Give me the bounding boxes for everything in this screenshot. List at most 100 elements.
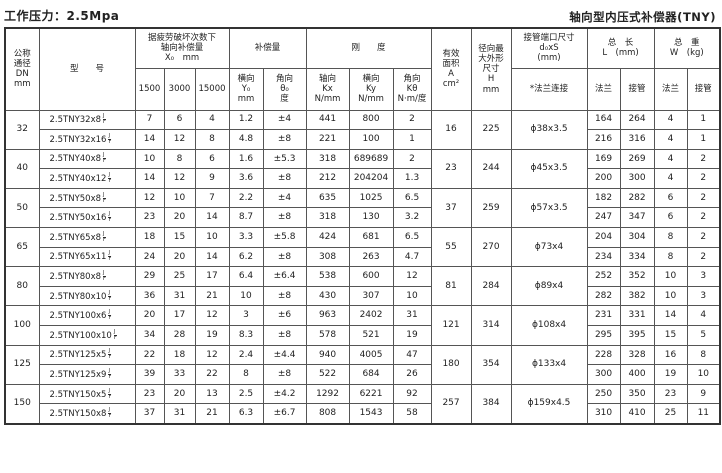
- weight-weld-cell: 2: [686, 227, 721, 248]
- header-compensation: 补偿量: [228, 27, 307, 69]
- x0-3000-cell: 28: [163, 325, 196, 346]
- header-y0: 横向 Y₀ mm: [228, 67, 264, 111]
- fraction-bottom: F: [113, 334, 117, 341]
- kx-cell: 635: [305, 187, 350, 209]
- ky-cell: 204204: [348, 168, 394, 189]
- ktheta-cell: 4.7: [392, 246, 432, 268]
- y0-cell: 3.3: [228, 227, 264, 248]
- h-cell: 225: [470, 109, 512, 150]
- weight-weld-cell: 11: [686, 403, 721, 424]
- kx-cell: 430: [305, 285, 350, 307]
- pipe-size-cell: ϕ57x3.5: [510, 187, 588, 229]
- dn-cell: 65: [4, 227, 40, 268]
- ky-cell: 1025: [348, 187, 394, 209]
- theta0-cell: ±6.4: [262, 266, 307, 287]
- kx-cell: 318: [305, 207, 350, 229]
- fraction-bottom: F: [103, 275, 106, 282]
- kx-cell: 940: [305, 344, 350, 366]
- y0-cell: 8.7: [228, 207, 264, 229]
- ktheta-cell: 10: [392, 285, 432, 307]
- fraction-top: J: [108, 132, 112, 140]
- length-flange-cell: 300: [586, 364, 621, 385]
- x0-3000-cell: 25: [163, 266, 196, 287]
- theta0-cell: ±4: [262, 109, 307, 131]
- x0-15000-cell: 14: [194, 207, 230, 229]
- weight-flange-cell: 6: [653, 207, 688, 229]
- kx-cell: 538: [305, 266, 350, 287]
- length-flange-cell: 204: [586, 227, 621, 248]
- weight-weld-cell: 2: [686, 207, 721, 229]
- model-name: 2.5TNY100x10: [49, 330, 112, 341]
- weight-flange-cell: 25: [653, 403, 688, 424]
- fraction-top: J: [103, 269, 106, 277]
- x0-3000-cell: 10: [163, 187, 196, 209]
- table-row: 125 2.5TNY125x5 J F 22 18 12 2.4 ±4.4 940 4005 47 18…: [4, 344, 721, 385]
- x0-1500-cell: 7: [134, 109, 165, 131]
- length-weld-cell: 350: [619, 383, 655, 405]
- table-row: 2.5TNY50x16 J F 23 20 14 8.7 ±8 318 130 3.2 247 347 6…: [5, 207, 721, 229]
- fraction-bottom: F: [103, 197, 106, 204]
- weight-weld-cell: 5: [686, 325, 721, 346]
- pipe-size-cell: ϕ73x4: [510, 227, 588, 268]
- model-name: 2.5TNY150x8: [49, 408, 107, 419]
- model-cell: 2.5TNY80x8 J F: [38, 266, 136, 287]
- header-dn: 公称 通径 DN mm: [4, 27, 40, 111]
- x0-3000-cell: 15: [163, 227, 196, 248]
- fraction-top: J: [108, 406, 112, 414]
- ky-cell: 689689: [348, 148, 394, 170]
- table-row: 100 2.5TNY100x6 J F 20 17 12 3 ±6 963 2402 31 121 314…: [4, 305, 721, 346]
- x0-1500-cell: 22: [134, 344, 165, 366]
- fraction-bottom: F: [103, 158, 106, 165]
- model-cell: 2.5TNY50x8 J F: [38, 187, 136, 209]
- length-flange-cell: 169: [586, 148, 621, 170]
- ky-cell: 1543: [348, 403, 394, 424]
- y0-cell: 6.4: [228, 266, 264, 287]
- fraction-top: J: [103, 152, 106, 160]
- x0-15000-cell: 22: [194, 364, 230, 385]
- fraction-bottom: F: [108, 412, 112, 419]
- x0-15000-cell: 17: [194, 266, 230, 287]
- model-cell: 2.5TNY40x12 J F: [38, 168, 136, 189]
- length-weld-cell: 304: [619, 227, 655, 248]
- length-flange-cell: 234: [586, 246, 621, 268]
- weight-flange-cell: 23: [653, 383, 688, 405]
- h-cell: 354: [470, 344, 512, 385]
- header-theta0: 角向 θ₀ 度: [262, 67, 307, 111]
- fraction-bottom: F: [103, 119, 106, 126]
- model-name: 2.5TNY80x10: [49, 291, 107, 302]
- ktheta-cell: 1: [392, 129, 432, 150]
- ktheta-cell: 6.5: [392, 227, 432, 248]
- model-cell: 2.5TNY100x10 J F: [38, 325, 136, 346]
- header-weight-weld: 接管: [686, 67, 721, 111]
- weight-weld-cell: 2: [686, 168, 721, 189]
- fraction-bottom: F: [108, 217, 112, 224]
- x0-1500-cell: 24: [134, 246, 165, 268]
- x0-1500-cell: 34: [134, 325, 165, 346]
- header-15000: 15000: [194, 67, 230, 111]
- x0-1500-cell: 23: [134, 207, 165, 229]
- x0-3000-cell: 31: [163, 403, 196, 424]
- model-cell: 2.5TNY65x8 J F: [38, 227, 136, 248]
- fraction-bottom: F: [108, 177, 112, 184]
- weight-flange-cell: 4: [653, 148, 688, 170]
- model-name: 2.5TNY80x8: [49, 271, 102, 282]
- fraction-top: J: [108, 211, 112, 219]
- weight-weld-cell: 1: [686, 109, 721, 131]
- length-weld-cell: 269: [619, 148, 655, 170]
- table-row: 80 2.5TNY80x8 J F 29 25 17 6.4 ±6.4 538 600 12 81 284…: [4, 266, 721, 307]
- x0-3000-cell: 12: [163, 168, 196, 189]
- fraction-top: J: [108, 367, 112, 375]
- theta0-cell: ±8: [262, 168, 307, 189]
- compensator-spec-table: 公称 通径 DN mm 型 号 据疲劳破坏次数下 轴向补偿量 X₀ mm 补偿量…: [4, 27, 722, 425]
- length-weld-cell: 331: [619, 305, 655, 327]
- kx-cell: 318: [305, 148, 350, 170]
- table-title: 轴向型内压式补偿器(TNY): [569, 10, 716, 24]
